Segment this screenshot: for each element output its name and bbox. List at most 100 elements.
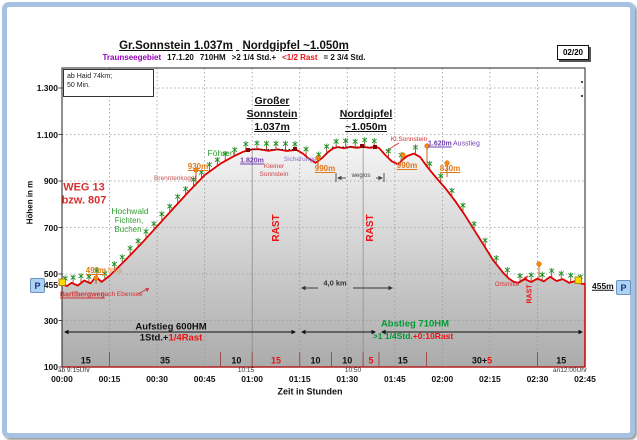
tree-icon xyxy=(549,267,555,278)
y-tick-label: 1.300 xyxy=(36,82,58,93)
y-tick-label: 455 xyxy=(43,279,58,290)
annotation-foehren: Föhren xyxy=(207,147,235,158)
y-axis-title: Höhen in m xyxy=(25,180,35,225)
tree-icon xyxy=(159,211,165,221)
tree-icon xyxy=(342,137,349,148)
x-tick-label: 00:15 xyxy=(98,373,121,384)
approach-infobox: ab Haid 74km; 50 Min. xyxy=(63,69,154,97)
annotation-bartlbergweg: Bartlbergweg xyxy=(60,291,105,299)
tree-icon xyxy=(143,228,149,239)
tree-icon xyxy=(352,138,358,149)
title-part1: Gr.Sonnstein 1.037m xyxy=(119,40,233,52)
waypoint-marker xyxy=(93,275,99,281)
tree-icon xyxy=(127,245,133,255)
start-time-note: ab 9:15Uhr xyxy=(58,366,91,374)
x-tick-label: 00:00 xyxy=(51,373,73,384)
segment-duration-part: 15 xyxy=(556,355,567,366)
tree-icon xyxy=(539,271,545,282)
tree-icon xyxy=(282,140,289,151)
annotation-m990-a: 990m xyxy=(314,164,336,173)
tree-icon xyxy=(412,144,419,154)
x-tick-label: 00:30 xyxy=(146,373,168,384)
tree-icon xyxy=(222,150,228,161)
y-tick-label: 500 xyxy=(43,268,58,279)
segment-duration-part: 30+ xyxy=(471,355,488,366)
y-tick-label: 300 xyxy=(43,315,58,326)
segment-duration: 35 xyxy=(159,355,171,366)
end-altitude-label: 455m xyxy=(592,280,614,291)
segment-duration: 10 xyxy=(310,355,321,366)
tree-icon xyxy=(385,148,392,158)
segment-duration: 5 xyxy=(369,356,374,366)
annotation-rast-2: RAST xyxy=(365,214,376,242)
annotation-m490-links: 490m xyxy=(85,266,107,275)
annotation-rast-3: RAST xyxy=(526,284,534,304)
segment-duration-part: 35 xyxy=(159,355,171,366)
subtitle-walk-time: >2 1/4 Std.+ xyxy=(231,53,277,62)
parking-badge-right: P xyxy=(616,280,631,295)
approach-line1: ab Haid 74km; xyxy=(67,73,113,80)
segment-duration: 15 xyxy=(80,355,91,366)
segment-duration: 10 xyxy=(231,355,242,366)
tree-icon xyxy=(243,141,249,151)
segment-duration-part: 10 xyxy=(231,355,242,366)
tree-icon xyxy=(151,220,157,231)
annotation-weg13-line2: bzw. 807 xyxy=(61,194,107,207)
x-tick-label: 01:15 xyxy=(288,373,311,384)
x-tick-label: 01:00 xyxy=(241,373,264,384)
clock-label: 10:15 xyxy=(237,366,255,374)
aufstieg-rast: 1/4Rast xyxy=(168,332,203,344)
x-tick-label: 02:00 xyxy=(431,373,454,384)
y-tick-label: 100 xyxy=(43,361,58,372)
subtitle-region: Traunseegebiet xyxy=(102,53,162,62)
tree-icon xyxy=(102,270,108,280)
parking-badge-left: P xyxy=(30,278,45,293)
abstieg-rast: +0:10Rast xyxy=(412,330,454,341)
end-time-note: an12:00Uhr xyxy=(553,366,587,374)
segment-duration: 15 xyxy=(271,356,281,366)
annotation-nach-ebensee: nach Ebensee xyxy=(101,290,143,298)
annotation-brenntenkogel: Brenntenkogel xyxy=(154,174,196,182)
segment-duration-part: 15 xyxy=(80,355,91,366)
segment-duration: 10 xyxy=(342,356,352,366)
segment-duration-part: 10 xyxy=(310,355,321,366)
aufstieg-label: Aufstieg 600HM xyxy=(135,321,207,333)
annotation-m930-a: 930m xyxy=(187,162,209,171)
aufstieg-time-label: 1Std.+1/4Rast xyxy=(140,333,203,343)
tree-icon xyxy=(232,146,238,157)
tree-icon xyxy=(182,185,189,196)
tree-icon xyxy=(568,272,574,282)
profile-area-fill xyxy=(62,146,585,367)
tree-icon xyxy=(460,202,466,212)
annotation-ortsmitte: Ortsmitte xyxy=(494,282,520,288)
peak2-line2: ~1.050m xyxy=(345,121,387,133)
tree-icon xyxy=(175,193,181,204)
tree-icon xyxy=(70,274,76,285)
tree-icon xyxy=(119,254,125,264)
subtitle-hm: 710HM xyxy=(199,53,226,62)
tree-icon xyxy=(135,238,141,248)
tree-icon xyxy=(528,272,534,282)
x-tick-label: 02:30 xyxy=(526,373,549,384)
segment-duration: 15 xyxy=(398,356,408,366)
annotation-weglos: weglos xyxy=(351,173,371,179)
subtitle-date: 17.1.20 xyxy=(167,53,194,62)
kl-sonnstein-pointer xyxy=(385,142,400,152)
summit-marker xyxy=(360,144,364,148)
annotation-m1620: 1.620m xyxy=(428,140,452,148)
segment-duration: 15 xyxy=(556,355,567,366)
annotation-kleiner-sonnstein-1: Kleiner xyxy=(263,162,285,170)
tree-icon xyxy=(167,203,173,213)
annotation-m990-b: 990m xyxy=(396,161,418,170)
tree-icon xyxy=(471,220,477,231)
peak1-label: Großer Sonnstein 1.037m xyxy=(212,95,332,134)
tree-icon xyxy=(273,140,279,151)
annotation-rast-1: RAST xyxy=(271,214,282,242)
annotation-kleiner-sonnstein-2: Sonnstein xyxy=(259,170,289,178)
waypoint-marker xyxy=(315,155,321,161)
page-number-badge: 02/20 xyxy=(557,45,589,60)
waypoint-marker xyxy=(193,167,199,173)
tree-icon xyxy=(517,272,523,283)
subtitle: Traunseegebiet 17.1.20 710HM >2 1/4 Std.… xyxy=(58,53,410,62)
